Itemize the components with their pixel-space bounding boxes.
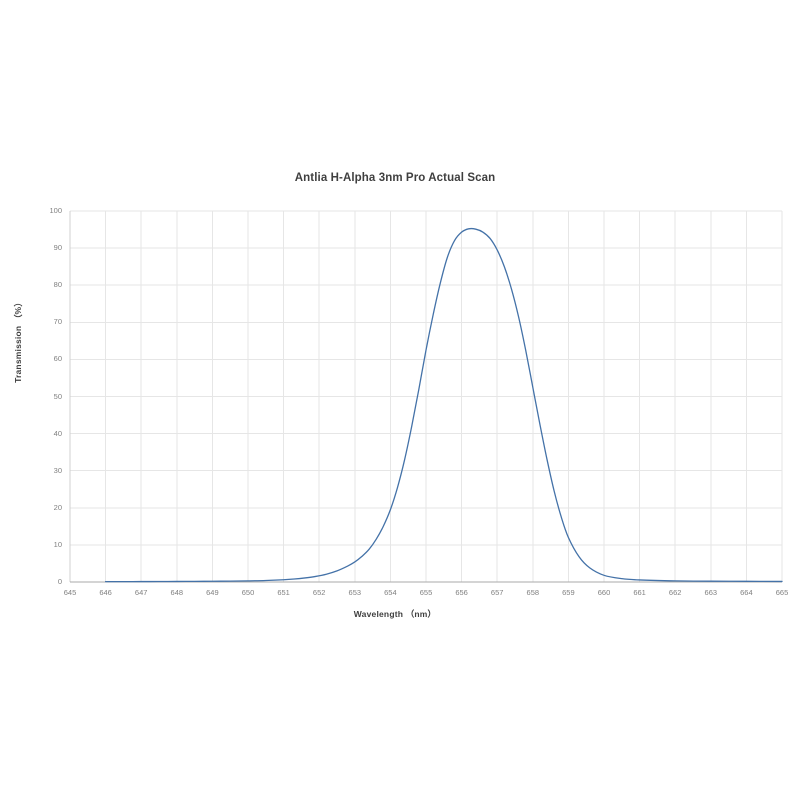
y-tick-label: 0	[57, 577, 62, 586]
transmission-curve	[104, 227, 783, 583]
x-tick-label: 647	[134, 588, 148, 597]
y-tick-label: 40	[53, 428, 62, 438]
x-tick-label: 652	[312, 588, 326, 597]
x-tick-label: 653	[348, 588, 362, 597]
x-tick-label: 662	[668, 588, 682, 597]
y-tick-label: 10	[53, 539, 62, 549]
x-tick-label: 660	[597, 588, 611, 597]
y-tick-label: 90	[53, 243, 62, 253]
x-tick-label: 651	[277, 588, 290, 597]
x-tick-label: 665	[775, 588, 789, 597]
x-tick-label: 655	[419, 588, 433, 597]
x-tick-label: 649	[206, 588, 219, 597]
x-tick-label: 650	[241, 588, 255, 597]
x-tick-label: 646	[99, 588, 112, 597]
x-tick-label: 658	[526, 588, 540, 597]
x-tick-label: 657	[490, 588, 504, 597]
x-axis-label: Wavelength （nm）	[353, 609, 437, 619]
y-tick-label: 50	[53, 391, 62, 401]
x-tick-label: 663	[704, 588, 718, 597]
x-tick-label: 654	[384, 588, 397, 597]
gridlines	[70, 210, 783, 582]
y-tick-label: 30	[53, 465, 62, 475]
x-tick-label: 661	[633, 588, 646, 597]
y-tick-label: 100	[49, 206, 62, 215]
y-tick-label: 20	[53, 502, 62, 512]
x-tick-label: 645	[63, 588, 77, 597]
x-tick-label: 656	[455, 588, 468, 597]
y-tick-label: 80	[53, 280, 62, 290]
y-tick-label: 70	[53, 317, 62, 327]
y-tick-label: 60	[53, 354, 62, 364]
x-tick-label: 664	[740, 588, 753, 597]
x-tick-label: 648	[170, 588, 184, 597]
page-title: Antlia H-Alpha 3nm Pro Actual Scan	[294, 172, 496, 184]
x-tick-label: 659	[562, 588, 575, 597]
